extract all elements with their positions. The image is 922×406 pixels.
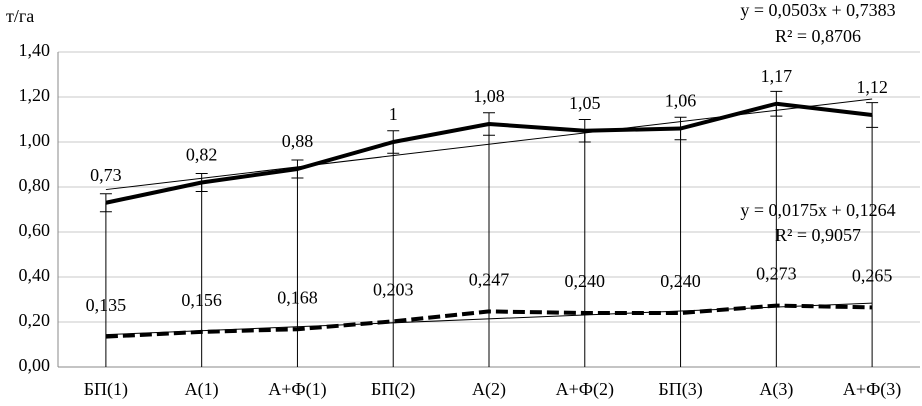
x-tick-label: А+Ф(1) xyxy=(268,379,326,400)
data-label: 0,203 xyxy=(373,279,414,299)
x-tick-label: А+Ф(2) xyxy=(556,379,614,400)
series-line xyxy=(105,101,873,205)
data-label: 0,240 xyxy=(660,271,701,291)
trend-equation: R² = 0,9057 xyxy=(775,225,861,245)
y-tick-label: 1,40 xyxy=(19,40,51,60)
data-label: 1,17 xyxy=(761,66,793,86)
data-label: 0,168 xyxy=(277,287,318,307)
data-label: 1,06 xyxy=(665,91,697,111)
data-label: 1,05 xyxy=(569,93,601,113)
y-tick-label: 0,40 xyxy=(19,265,51,285)
data-label: 0,273 xyxy=(756,264,797,284)
data-label: 1,12 xyxy=(856,77,888,97)
x-tick-label: БП(2) xyxy=(371,379,415,400)
trend-equation: R² = 0,8706 xyxy=(775,26,861,46)
x-tick-label: А(2) xyxy=(472,379,506,400)
data-label: 0,247 xyxy=(469,270,510,290)
y-tick-label: 0,00 xyxy=(19,355,51,375)
y-tick-label: 1,00 xyxy=(19,130,51,150)
x-tick-label: А(1) xyxy=(185,379,219,400)
trend-equation: y = 0,0175x + 0,1264 xyxy=(740,200,895,220)
y-tick-label: 0,20 xyxy=(19,310,51,330)
x-tick-label: А+Ф(3) xyxy=(843,379,901,400)
y-tick-label: 0,80 xyxy=(19,175,51,195)
data-label: 0,265 xyxy=(852,266,893,286)
data-label: 1 xyxy=(389,104,398,124)
y-tick-label: 1,20 xyxy=(19,85,51,105)
data-label: 0,135 xyxy=(86,295,127,315)
trend-equation: y = 0,0503x + 0,7383 xyxy=(740,0,895,20)
data-label: 1,08 xyxy=(473,86,505,106)
x-tick-label: А(3) xyxy=(759,379,793,400)
data-label: 0,240 xyxy=(565,271,606,291)
x-tick-label: БП(1) xyxy=(84,379,128,400)
y-axis-label: т/га xyxy=(6,6,34,26)
trendline xyxy=(105,98,873,191)
series-line xyxy=(105,303,873,339)
data-label: 0,73 xyxy=(90,165,122,185)
x-tick-label: БП(3) xyxy=(658,379,702,400)
data-label: 0,88 xyxy=(282,131,314,151)
data-label: 0,156 xyxy=(181,290,222,310)
y-tick-label: 0,60 xyxy=(19,220,51,240)
data-label: 0,82 xyxy=(186,145,218,165)
